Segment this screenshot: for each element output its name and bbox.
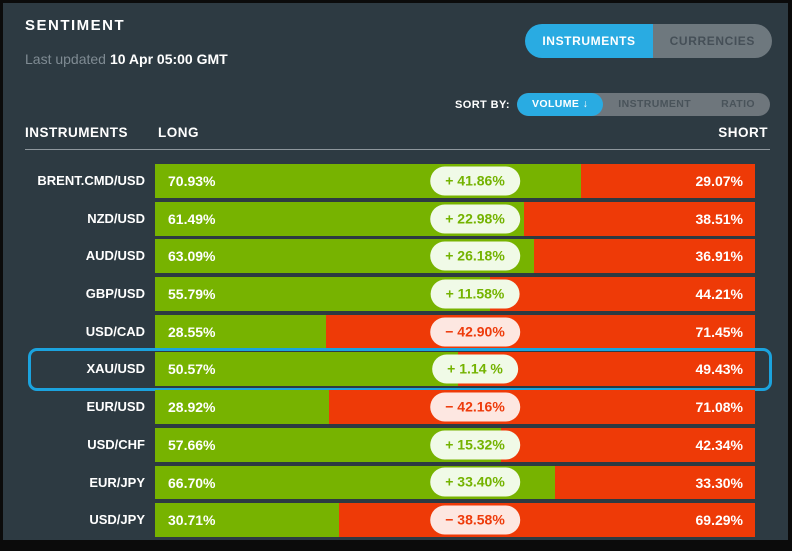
sort-options: VOLUME ↓ INSTRUMENT RATIO [516,93,770,116]
short-percent: 29.07% [695,173,743,189]
long-percent: 50.57% [168,361,216,378]
net-sentiment-badge: − 42.16% [430,392,520,422]
instrument-label: USD/CHF [87,436,145,452]
short-percent: 44.21% [695,286,743,303]
net-sentiment-badge: + 26.18% [430,241,520,271]
column-header-long: LONG [158,125,199,140]
short-bar: 29.07% [580,164,755,198]
sentiment-row[interactable]: GBP/USD 55.79% 44.21% + 11.58% [28,277,755,311]
column-header-instruments: INSTRUMENTS [25,125,128,140]
instrument-label: GBP/USD [85,286,145,302]
long-percent: 63.09% [168,248,216,265]
instrument-label: EUR/JPY [89,474,145,490]
sort-option-ratio[interactable]: RATIO [721,98,755,110]
instrument-label: NZD/USD [87,210,145,226]
sentiment-widget: SENTIMENT Last updated 10 Apr 05:00 GMT I… [3,3,788,540]
short-percent: 33.30% [695,474,743,491]
sentiment-row[interactable]: NZD/USD 61.49% 38.51% + 22.98% [28,201,755,236]
net-sentiment-badge: − 42.90% [430,317,520,347]
instrument-label: XAU/USD [86,361,145,377]
short-bar: 44.21% [489,277,755,311]
short-percent: 71.08% [695,399,743,416]
sentiment-bar: 28.92% 71.08% − 42.16% [155,390,755,425]
tab-instruments[interactable]: INSTRUMENTS [525,24,653,58]
sentiment-bar: 70.93% 29.07% + 41.86% [155,164,755,198]
sort-option-volume[interactable]: VOLUME ↓ [516,93,604,116]
short-percent: 69.29% [695,512,743,529]
long-percent: 28.92% [168,399,216,416]
long-bar: 30.71% [155,503,340,538]
long-bar: 50.57% [155,352,459,387]
short-bar: 42.34% [500,427,755,462]
sentiment-bar: 50.57% 49.43% + 1.14 % [155,352,755,387]
instrument-label: AUD/USD [85,248,145,264]
net-sentiment-badge: − 38.58% [430,505,520,535]
short-bar: 71.08% [328,390,755,425]
short-percent: 71.45% [695,323,743,340]
long-percent: 28.55% [168,323,216,340]
sentiment-bar: 66.70% 33.30% + 33.40% [155,465,755,500]
long-bar: 28.92% [155,390,329,425]
sentiment-bar: 28.55% 71.45% − 42.90% [155,314,755,349]
sentiment-rows: BRENT.CMD/USD 70.93% 29.07% + 41.86% NZD… [28,164,772,540]
sentiment-row[interactable]: USD/JPY 30.71% 69.29% − 38.58% [28,503,755,538]
short-bar: 71.45% [326,314,755,349]
net-sentiment-badge: + 41.86% [430,166,520,196]
last-updated-value: 10 Apr 05:00 GMT [109,51,228,67]
last-updated-label: Last updated [25,51,106,67]
sentiment-row[interactable]: AUD/USD 63.09% 36.91% + 26.18% [28,239,755,274]
net-sentiment-badge: + 1.14 % [432,354,518,384]
short-bar: 69.29% [339,503,755,538]
short-bar: 33.30% [555,465,755,500]
long-percent: 61.49% [168,210,216,227]
net-sentiment-badge: + 33.40% [430,467,520,497]
long-bar: 28.55% [155,314,327,349]
sort-option-instrument[interactable]: INSTRUMENT [618,98,692,110]
sort-by-label: SORT BY: [455,98,510,111]
column-headers: INSTRUMENTS LONG SHORT [25,125,770,150]
last-updated: Last updated 10 Apr 05:00 GMT [25,51,228,67]
column-header-short: SHORT [718,125,768,140]
sentiment-row[interactable]: USD/CHF 57.66% 42.34% + 15.32% [28,427,755,462]
sentiment-row[interactable]: BRENT.CMD/USD 70.93% 29.07% + 41.86% [28,164,755,198]
long-percent: 30.71% [168,512,216,529]
sentiment-bar: 63.09% 36.91% + 26.18% [155,239,755,274]
sentiment-row[interactable]: XAU/USD 50.57% 49.43% + 1.14 % [28,347,772,391]
long-percent: 66.70% [168,474,216,491]
page-title: SENTIMENT [25,17,126,34]
sentiment-row[interactable]: USD/CAD 28.55% 71.45% − 42.90% [28,314,755,349]
short-percent: 36.91% [695,248,743,265]
view-tabs: INSTRUMENTS CURRENCIES [525,24,772,58]
sentiment-bar: 57.66% 42.34% + 15.32% [155,427,755,462]
instrument-label: BRENT.CMD/USD [37,173,145,188]
sentiment-row[interactable]: EUR/JPY 66.70% 33.30% + 33.40% [28,465,755,500]
net-sentiment-badge: + 15.32% [430,430,520,460]
net-sentiment-badge: + 22.98% [430,204,520,234]
long-percent: 55.79% [168,286,216,303]
net-sentiment-badge: + 11.58% [430,279,520,309]
sentiment-bar: 61.49% 38.51% + 22.98% [155,201,755,236]
sentiment-bar: 55.79% 44.21% + 11.58% [155,277,755,311]
long-percent: 57.66% [168,436,216,453]
short-bar: 36.91% [533,239,755,274]
long-percent: 70.93% [168,173,216,189]
short-percent: 49.43% [695,361,743,378]
instrument-label: USD/CAD [85,323,145,339]
short-bar: 38.51% [523,201,755,236]
sentiment-bar: 30.71% 69.29% − 38.58% [155,503,755,538]
sort-bar: SORT BY: VOLUME ↓ INSTRUMENT RATIO [455,93,770,116]
instrument-label: EUR/USD [86,399,145,415]
short-percent: 38.51% [695,210,743,227]
sentiment-row[interactable]: EUR/USD 28.92% 71.08% − 42.16% [28,390,755,425]
short-percent: 42.34% [695,436,743,453]
instrument-label: USD/JPY [89,512,145,528]
tab-currencies[interactable]: CURRENCIES [652,24,772,58]
